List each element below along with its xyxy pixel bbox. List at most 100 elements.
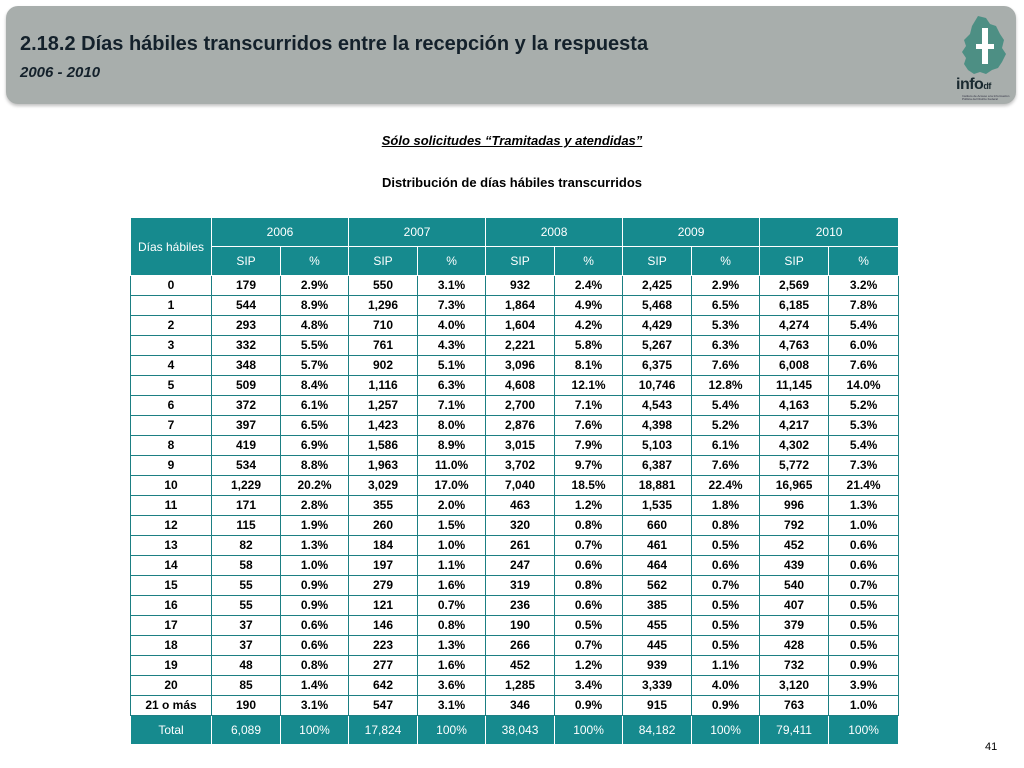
table-row: 14 58 1.0% 197 1.1% 247 0.6% 464 0.6% 439 0.6% <box>130 555 900 576</box>
percent-cell: 6.3% <box>691 335 761 356</box>
year-header: 2009 <box>622 217 761 247</box>
percent-cell: 0.5% <box>691 635 761 656</box>
row-label: 3 <box>130 335 212 356</box>
sip-cell: 540 <box>759 575 830 596</box>
percent-cell: 0.7% <box>417 595 487 616</box>
percent-cell: 4.2% <box>554 315 624 336</box>
percent-cell: 7.9% <box>554 435 624 456</box>
sip-cell: 266 <box>485 635 556 656</box>
sip-cell: 7,040 <box>485 475 556 496</box>
table-row: 7 397 6.5% 1,423 8.0% 2,876 7.6% 4,398 5.2% 4,217… <box>130 415 900 436</box>
percent-cell: 5.4% <box>828 315 900 336</box>
percent-cell: 21.4% <box>828 475 900 496</box>
sip-cell: 915 <box>622 695 693 716</box>
percent-cell: 7.6% <box>691 455 761 476</box>
percent-cell: 0.8% <box>554 515 624 536</box>
sip-cell: 3,702 <box>485 455 556 476</box>
sip-cell: 16,965 <box>759 475 830 496</box>
percent-cell: 1.3% <box>279 535 350 556</box>
table-body: 0 179 2.9% 550 3.1% 932 2.4% 2,425 2.9% 2,569 3.2%… <box>130 275 900 716</box>
sip-cell: 1,285 <box>485 675 556 696</box>
table-row: 4 348 5.7% 902 5.1% 3,096 8.1% 6,375 7.6% 6,008 7.… <box>130 355 900 376</box>
table-row: 5 509 8.4% 1,116 6.3% 4,608 12.1% 10,746 12.8% 11… <box>130 375 900 396</box>
percent-cell: 5.3% <box>691 315 761 336</box>
sip-cell: 455 <box>622 615 693 636</box>
row-label: 11 <box>130 495 212 516</box>
total-cell: 6,089 <box>211 715 281 745</box>
row-label: 14 <box>130 555 212 576</box>
sip-header: SIP <box>211 246 281 276</box>
year-header: 2008 <box>485 217 624 247</box>
sip-cell: 4,302 <box>759 435 830 456</box>
sip-cell: 3,339 <box>622 675 693 696</box>
sip-cell: 902 <box>348 355 419 376</box>
total-label: Total <box>130 715 212 745</box>
sip-cell: 534 <box>211 455 281 476</box>
percent-cell: 3.4% <box>554 675 624 696</box>
percent-cell: 1.0% <box>828 695 900 716</box>
sip-cell: 6,185 <box>759 295 830 316</box>
sip-cell: 261 <box>485 535 556 556</box>
sip-cell: 171 <box>211 495 281 516</box>
sip-cell: 5,468 <box>622 295 693 316</box>
sip-cell: 2,700 <box>485 395 556 416</box>
sip-cell: 346 <box>485 695 556 716</box>
row-label: 2 <box>130 315 212 336</box>
percent-cell: 0.5% <box>554 615 624 636</box>
sip-cell: 5,772 <box>759 455 830 476</box>
sip-cell: 932 <box>485 275 556 296</box>
sip-cell: 2,221 <box>485 335 556 356</box>
percent-cell: 1.6% <box>417 655 487 676</box>
sip-cell: 1,116 <box>348 375 419 396</box>
percent-cell: 1.2% <box>554 655 624 676</box>
percent-cell: 8.0% <box>417 415 487 436</box>
page-title: 2.18.2 Días hábiles transcurridos entre … <box>20 33 649 55</box>
sip-cell: 10,746 <box>622 375 693 396</box>
sip-cell: 4,217 <box>759 415 830 436</box>
percent-cell: 5.3% <box>828 415 900 436</box>
sip-cell: 197 <box>348 555 419 576</box>
sip-cell: 509 <box>211 375 281 396</box>
percent-cell: 11.0% <box>417 455 487 476</box>
sip-cell: 121 <box>348 595 419 616</box>
row-label: 15 <box>130 575 212 596</box>
sip-cell: 4,543 <box>622 395 693 416</box>
percent-cell: 0.7% <box>691 575 761 596</box>
percent-cell: 6.5% <box>279 415 350 436</box>
sip-cell: 348 <box>211 355 281 376</box>
sip-cell: 550 <box>348 275 419 296</box>
row-label: 5 <box>130 375 212 396</box>
table-row: 3 332 5.5% 761 4.3% 2,221 5.8% 5,267 6.3% 4,763 6.… <box>130 335 900 356</box>
table-row: 18 37 0.6% 223 1.3% 266 0.7% 445 0.5% 428 0.5% <box>130 635 900 656</box>
percent-cell: 0.6% <box>279 615 350 636</box>
table-row: 1 544 8.9% 1,296 7.3% 1,864 4.9% 5,468 6.5% 6,185… <box>130 295 900 316</box>
year-header: 2006 <box>210 217 350 247</box>
sip-cell: 2,425 <box>622 275 693 296</box>
percent-header: % <box>417 246 487 276</box>
percent-cell: 0.5% <box>691 595 761 616</box>
sip-cell: 1,423 <box>348 415 419 436</box>
percent-cell: 0.7% <box>554 535 624 556</box>
table-row: 19 48 0.8% 277 1.6% 452 1.2% 939 1.1% 732 0.9% <box>130 655 900 676</box>
sip-cell: 379 <box>759 615 830 636</box>
sip-cell: 320 <box>485 515 556 536</box>
distribution-table: Días hábiles 2006 2007 2008 2009 2010 SI… <box>130 217 900 745</box>
percent-cell: 6.1% <box>691 435 761 456</box>
row-label: 18 <box>130 635 212 656</box>
percent-cell: 1.2% <box>554 495 624 516</box>
percent-cell: 4.0% <box>691 675 761 696</box>
sip-cell: 3,120 <box>759 675 830 696</box>
sip-cell: 1,296 <box>348 295 419 316</box>
sip-cell: 5,267 <box>622 335 693 356</box>
percent-cell: 0.8% <box>554 575 624 596</box>
row-label: 13 <box>130 535 212 556</box>
percent-cell: 9.7% <box>554 455 624 476</box>
sip-cell: 279 <box>348 575 419 596</box>
infodf-logo <box>962 16 1006 74</box>
table-row: 13 82 1.3% 184 1.0% 261 0.7% 461 0.5% 452 0.6% <box>130 535 900 556</box>
table-row: 2 293 4.8% 710 4.0% 1,604 4.2% 4,429 5.3% 4,274 5.… <box>130 315 900 336</box>
sip-cell: 260 <box>348 515 419 536</box>
sip-cell: 544 <box>211 295 281 316</box>
percent-cell: 3.2% <box>828 275 900 296</box>
sip-cell: 247 <box>485 555 556 576</box>
